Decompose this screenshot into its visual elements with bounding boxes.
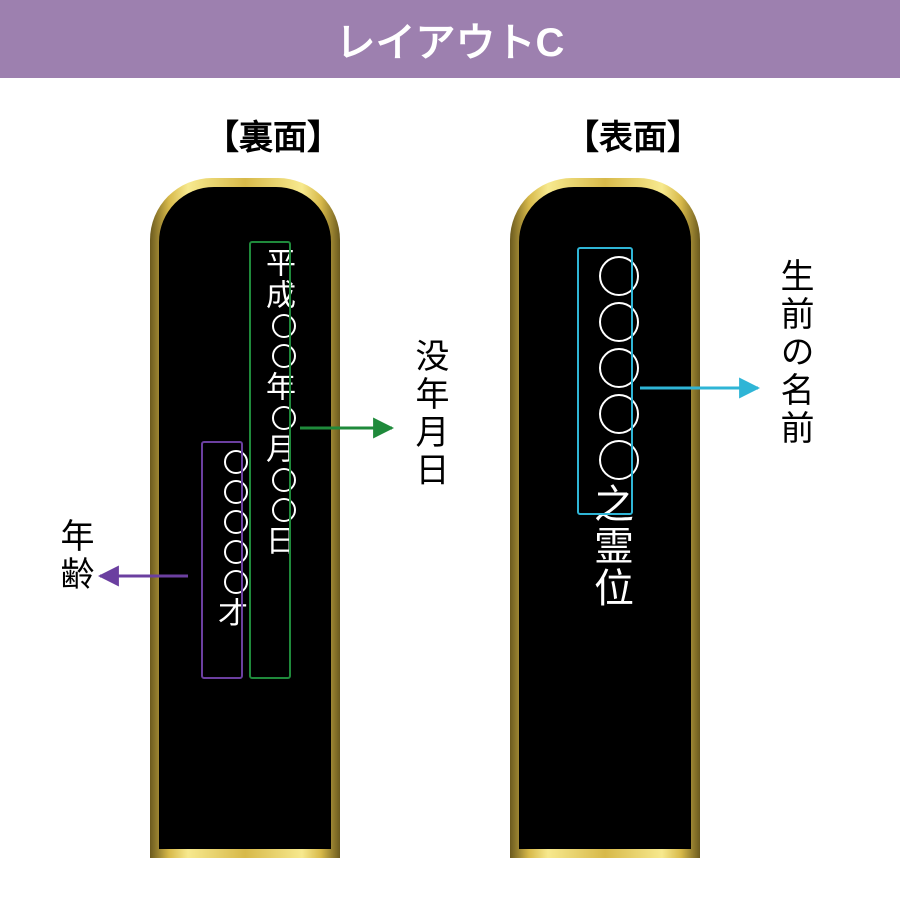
- tablet-front-inner: 之霊位: [519, 187, 691, 849]
- callout-name: 生前の名前: [770, 258, 819, 448]
- tablet-back-inner: 平成年月日 才: [159, 187, 331, 849]
- header-title: レイアウトC: [336, 10, 565, 68]
- header-bar: レイアウトC: [0, 0, 900, 78]
- tablet-front: 之霊位: [510, 178, 700, 858]
- date-outline: [249, 241, 291, 679]
- callout-date: 没年月日: [405, 338, 454, 490]
- age-outline: [201, 441, 243, 679]
- callout-age: 年齢: [50, 518, 99, 594]
- name-outline: [577, 247, 633, 515]
- back-label: 【裏面】: [205, 110, 341, 159]
- tablet-back: 平成年月日 才: [150, 178, 340, 858]
- content-area: 【裏面】 【表面】 平成年月日 才 之霊位 没年月日 年齢 生前の名前: [0, 78, 900, 900]
- front-label: 【表面】: [565, 110, 701, 159]
